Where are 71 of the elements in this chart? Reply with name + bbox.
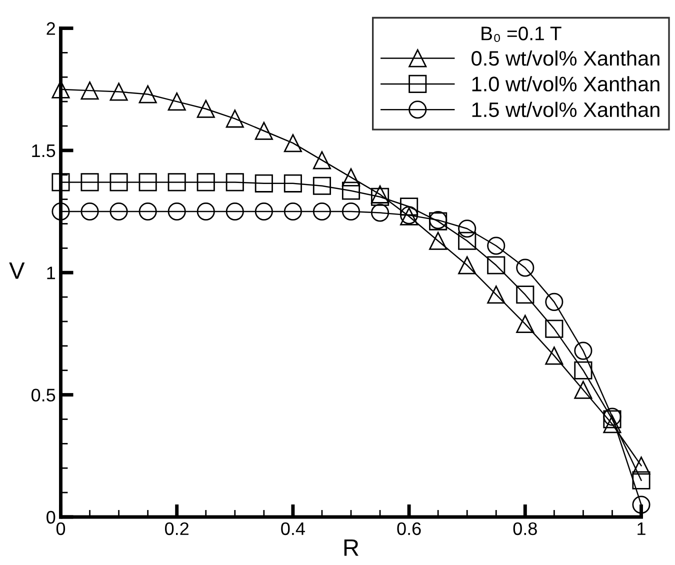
point xyxy=(110,202,128,221)
y-tick-label: 1.5 xyxy=(32,144,56,158)
x-tick-label: 0 xyxy=(56,522,66,536)
point xyxy=(487,286,506,304)
point xyxy=(312,176,332,195)
point xyxy=(168,173,186,192)
point xyxy=(545,346,564,365)
point xyxy=(400,198,418,216)
point xyxy=(80,173,99,192)
point xyxy=(196,100,215,118)
point xyxy=(110,82,128,101)
point xyxy=(342,182,360,200)
point xyxy=(226,173,244,192)
point xyxy=(196,173,215,192)
point xyxy=(545,320,564,338)
point xyxy=(429,232,448,250)
point xyxy=(342,168,360,186)
legend-title: B₀ =0.1 T xyxy=(482,26,562,42)
x-tick-label: 0.2 xyxy=(165,522,188,536)
point xyxy=(196,202,215,221)
point xyxy=(80,82,99,100)
y-tick-label: 0.5 xyxy=(31,388,56,402)
point xyxy=(574,380,592,399)
point xyxy=(284,134,302,152)
point xyxy=(312,202,332,221)
point xyxy=(487,256,506,274)
point xyxy=(516,286,534,304)
point xyxy=(138,173,157,192)
point xyxy=(458,220,476,238)
point xyxy=(284,174,302,192)
point xyxy=(312,151,332,170)
y-axis-title: V xyxy=(9,262,25,279)
point xyxy=(226,202,244,221)
point xyxy=(632,456,650,475)
point xyxy=(138,202,157,221)
y-tick-label: 0 xyxy=(46,510,56,524)
point xyxy=(574,342,592,360)
x-tick-label: 0.6 xyxy=(397,522,421,536)
point xyxy=(226,110,244,128)
point xyxy=(284,202,302,221)
point xyxy=(52,202,70,221)
point xyxy=(632,496,650,514)
point xyxy=(545,292,564,311)
legend-label: 1.5 wt/vol% Xanthan xyxy=(472,102,660,118)
point xyxy=(138,85,157,104)
point xyxy=(168,202,186,221)
y-tick-label: 2 xyxy=(46,22,55,35)
point xyxy=(458,256,476,274)
point xyxy=(52,173,70,192)
x-axis-title: R xyxy=(344,540,358,556)
point xyxy=(574,361,592,380)
point xyxy=(110,173,128,192)
point xyxy=(603,415,622,434)
point xyxy=(254,174,273,192)
point xyxy=(632,471,650,490)
x-tick-label: 1 xyxy=(638,522,646,535)
point xyxy=(342,202,360,221)
y-tick-label: 1 xyxy=(47,266,56,280)
point xyxy=(254,122,273,140)
point xyxy=(80,202,99,221)
point xyxy=(516,314,534,333)
point xyxy=(458,232,476,250)
point xyxy=(487,236,506,255)
x-tick-label: 0.4 xyxy=(281,522,305,536)
point xyxy=(254,202,273,221)
legend-label: 0.5 wt/vol% Xanthan xyxy=(472,50,660,66)
x-tick-label: 0.8 xyxy=(513,522,537,536)
point xyxy=(168,92,186,111)
point xyxy=(370,204,390,222)
point xyxy=(516,258,534,277)
legend-label: 1.0 wt/vol% Xanthan xyxy=(472,76,660,92)
